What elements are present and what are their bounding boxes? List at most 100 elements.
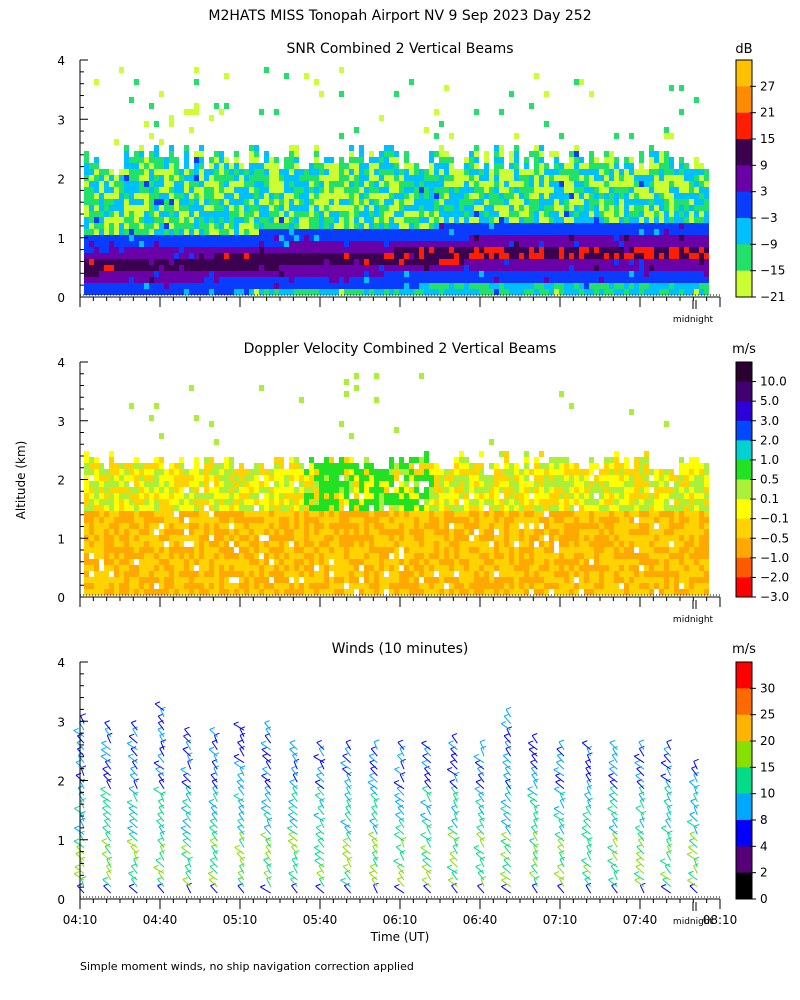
snr-cell [159, 181, 164, 187]
doppler-cell [279, 511, 284, 517]
snr-cell [519, 271, 524, 277]
snr-cell [189, 271, 194, 277]
snr-cell [464, 253, 469, 259]
snr-cell [119, 247, 124, 253]
doppler-cell [504, 559, 509, 565]
snr-cell [474, 277, 479, 283]
doppler-cell [254, 511, 259, 517]
snr-cell [669, 271, 674, 277]
doppler-cell [354, 487, 359, 493]
snr-cell [619, 259, 624, 265]
snr-cell [374, 259, 379, 265]
snr-cell [704, 199, 709, 205]
snr-cell [324, 205, 329, 211]
snr-cell [179, 271, 184, 277]
doppler-cell [114, 505, 119, 511]
snr-cell [339, 91, 344, 97]
snr-cell [664, 271, 669, 277]
doppler-cell [439, 541, 444, 547]
doppler-cell [289, 457, 294, 463]
snr-cell [374, 277, 379, 283]
doppler-cell [104, 511, 109, 517]
snr-cell [204, 235, 209, 241]
doppler-cell [249, 499, 254, 505]
snr-cell [114, 139, 119, 145]
snr-cell [94, 157, 99, 163]
doppler-cell [164, 535, 169, 541]
snr-cell [109, 205, 114, 211]
snr-cell [619, 235, 624, 241]
doppler-cell [244, 499, 249, 505]
doppler-cell [464, 535, 469, 541]
doppler-cell [89, 535, 94, 541]
snr-cell [559, 241, 564, 247]
snr-cell [499, 271, 504, 277]
snr-cell [434, 259, 439, 265]
snr-cell [674, 187, 679, 193]
snr-cell [624, 193, 629, 199]
snr-cell [584, 211, 589, 217]
snr-cell [644, 193, 649, 199]
snr-cell [419, 181, 424, 187]
doppler-cell [224, 487, 229, 493]
doppler-cell [104, 469, 109, 475]
snr-cell [364, 289, 369, 295]
snr-cell [489, 241, 494, 247]
snr-cell [89, 205, 94, 211]
snr-cell [234, 223, 239, 229]
doppler-cell [159, 541, 164, 547]
doppler-cell [454, 565, 459, 571]
doppler-panel: Doppler Velocity Combined 2 Vertical Bea… [57, 341, 789, 625]
snr-cell [189, 181, 194, 187]
doppler-cell [384, 511, 389, 517]
snr-cell [559, 247, 564, 253]
snr-cell [249, 193, 254, 199]
snr-cell [199, 235, 204, 241]
snr-cell [99, 241, 104, 247]
doppler-cell [139, 469, 144, 475]
snr-cell [444, 205, 449, 211]
doppler-cell [454, 469, 459, 475]
doppler-cell [419, 523, 424, 529]
doppler-cell [204, 487, 209, 493]
doppler-cell [404, 541, 409, 547]
snr-cell [494, 247, 499, 253]
snr-cell [454, 199, 459, 205]
doppler-cell [334, 565, 339, 571]
snr-cell [364, 229, 369, 235]
snr-cell [539, 289, 544, 295]
snr-cell [349, 259, 354, 265]
snr-cell [704, 259, 709, 265]
snr-cell [139, 205, 144, 211]
snr-cell [484, 247, 489, 253]
doppler-cell [479, 463, 484, 469]
snr-cell [439, 163, 444, 169]
snr-cell [559, 193, 564, 199]
doppler-cell [279, 577, 284, 583]
doppler-cell [264, 499, 269, 505]
snr-cell [234, 199, 239, 205]
snr-cell [354, 247, 359, 253]
doppler-cell [139, 553, 144, 559]
doppler-cell [299, 511, 304, 517]
snr-cell [514, 169, 519, 175]
doppler-cell [524, 493, 529, 499]
doppler-cell [124, 475, 129, 481]
snr-cell [284, 187, 289, 193]
snr-cell [434, 193, 439, 199]
doppler-cell [154, 541, 159, 547]
snr-cell [589, 181, 594, 187]
doppler-cell [224, 547, 229, 553]
snr-cell [584, 289, 589, 295]
snr-cell [164, 205, 169, 211]
doppler-cell [529, 577, 534, 583]
snr-cell [619, 283, 624, 289]
snr-cell [229, 223, 234, 229]
snr-cell [424, 187, 429, 193]
doppler-cell [199, 499, 204, 505]
snr-cell [364, 169, 369, 175]
snr-cell [304, 199, 309, 205]
snr-cell [199, 151, 204, 157]
doppler-cell [139, 493, 144, 499]
snr-cell [399, 175, 404, 181]
